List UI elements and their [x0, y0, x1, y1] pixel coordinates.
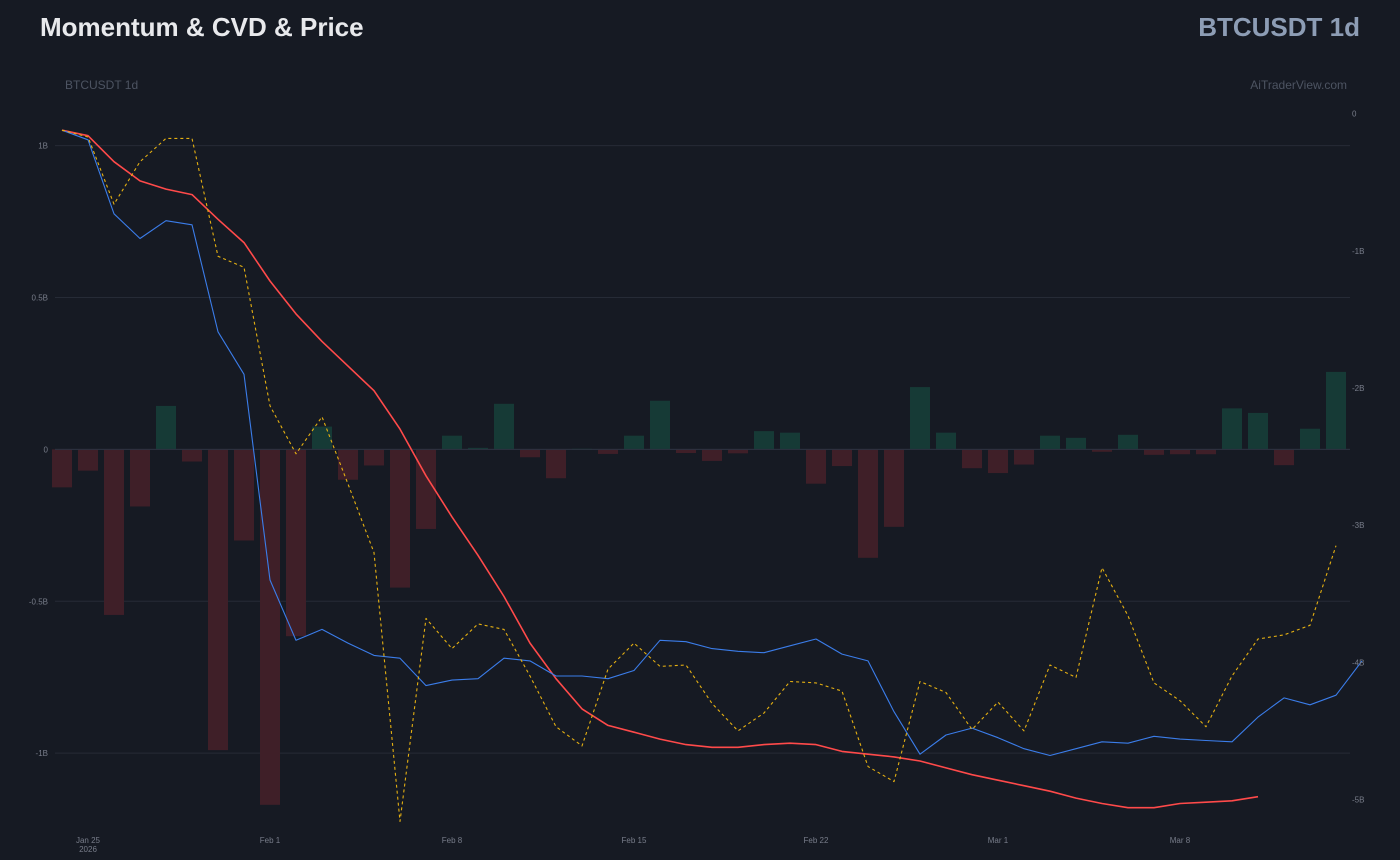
bar-positive — [1326, 371, 1346, 450]
bar-negative — [702, 449, 722, 461]
bar-positive — [624, 435, 644, 450]
bar-negative — [390, 449, 410, 588]
x-tick-sublabel: 2026 — [79, 845, 97, 854]
bar-positive — [1066, 437, 1086, 450]
bar-negative — [676, 449, 696, 454]
bar-positive — [468, 447, 488, 450]
x-tick-label: Feb 22 — [804, 836, 829, 845]
bar-negative — [52, 449, 72, 488]
left-tick-label: 0 — [44, 445, 49, 454]
bar-negative — [130, 449, 150, 507]
bar-negative — [832, 449, 852, 467]
bar-negative — [806, 449, 826, 484]
bar-negative — [260, 449, 280, 805]
bar-positive — [1118, 434, 1138, 450]
bar-positive — [910, 387, 930, 450]
x-tick-label: Feb 15 — [622, 836, 647, 845]
bar-negative — [520, 449, 540, 458]
bar-negative — [104, 449, 124, 615]
bar-negative — [728, 449, 748, 454]
bar-positive — [780, 432, 800, 450]
x-tick-label: Mar 8 — [1170, 836, 1191, 845]
bar-positive — [650, 400, 670, 450]
left-tick-label: -0.5B — [29, 597, 48, 606]
bar-positive — [1248, 412, 1268, 450]
right-tick-label: -5B — [1352, 795, 1364, 804]
bar-negative — [1092, 449, 1112, 452]
right-tick-label: -1B — [1352, 247, 1364, 256]
bar-positive — [442, 435, 462, 450]
bar-negative — [546, 449, 566, 479]
page-title: Momentum & CVD & Price — [40, 12, 364, 42]
left-axis: 1B 0.5B 0 -0.5B -1B — [29, 142, 49, 759]
bar-positive — [1300, 428, 1320, 450]
bar-negative — [338, 449, 358, 480]
bar-negative — [182, 449, 202, 462]
bar-negative — [286, 449, 306, 637]
bar-negative — [208, 449, 228, 751]
bar-negative — [78, 449, 98, 471]
bar-positive — [754, 431, 774, 450]
bar-negative — [364, 449, 384, 466]
pane-label: BTCUSDT 1d — [65, 78, 138, 92]
bar-positive — [156, 405, 176, 450]
x-tick-label: Feb 1 — [260, 836, 281, 845]
bar-positive — [936, 432, 956, 450]
cvd-line — [61, 129, 1363, 757]
right-axis: 0 -1B -2B -3B -4B -5B — [1352, 110, 1364, 805]
bar-negative — [1274, 449, 1294, 466]
bar-negative — [988, 449, 1008, 474]
x-tick-label: Jan 25 — [76, 836, 101, 845]
right-tick-label: -2B — [1352, 384, 1364, 393]
x-tick-label: Mar 1 — [988, 836, 1009, 845]
bar-negative — [416, 449, 436, 529]
bar-negative — [884, 449, 904, 527]
bar-negative — [1170, 449, 1190, 455]
symbol-title: BTCUSDT 1d — [1198, 12, 1360, 42]
bar-negative — [962, 449, 982, 469]
cvd-delta-bars — [52, 371, 1350, 805]
bar-negative — [1014, 449, 1034, 465]
right-tick-label: -3B — [1352, 521, 1364, 530]
bar-negative — [1196, 449, 1216, 455]
bar-negative — [858, 449, 878, 558]
bar-negative — [1144, 449, 1164, 455]
right-tick-label: -4B — [1352, 658, 1364, 667]
left-tick-label: -1B — [36, 749, 48, 758]
momentum-line — [61, 129, 1337, 822]
bar-positive — [1040, 435, 1060, 450]
bar-positive — [312, 426, 332, 450]
left-tick-label: 1B — [38, 142, 48, 151]
bar-negative — [598, 449, 618, 454]
right-tick-label: 0 — [1352, 110, 1357, 119]
bar-negative — [234, 449, 254, 541]
price-line — [61, 129, 1259, 809]
bar-positive — [1222, 408, 1242, 450]
watermark: AiTraderView.com — [1250, 78, 1347, 92]
x-tick-label: Feb 8 — [442, 836, 463, 845]
bar-positive — [494, 403, 514, 450]
line-series — [61, 129, 1363, 822]
left-tick-label: 0.5B — [32, 293, 48, 302]
